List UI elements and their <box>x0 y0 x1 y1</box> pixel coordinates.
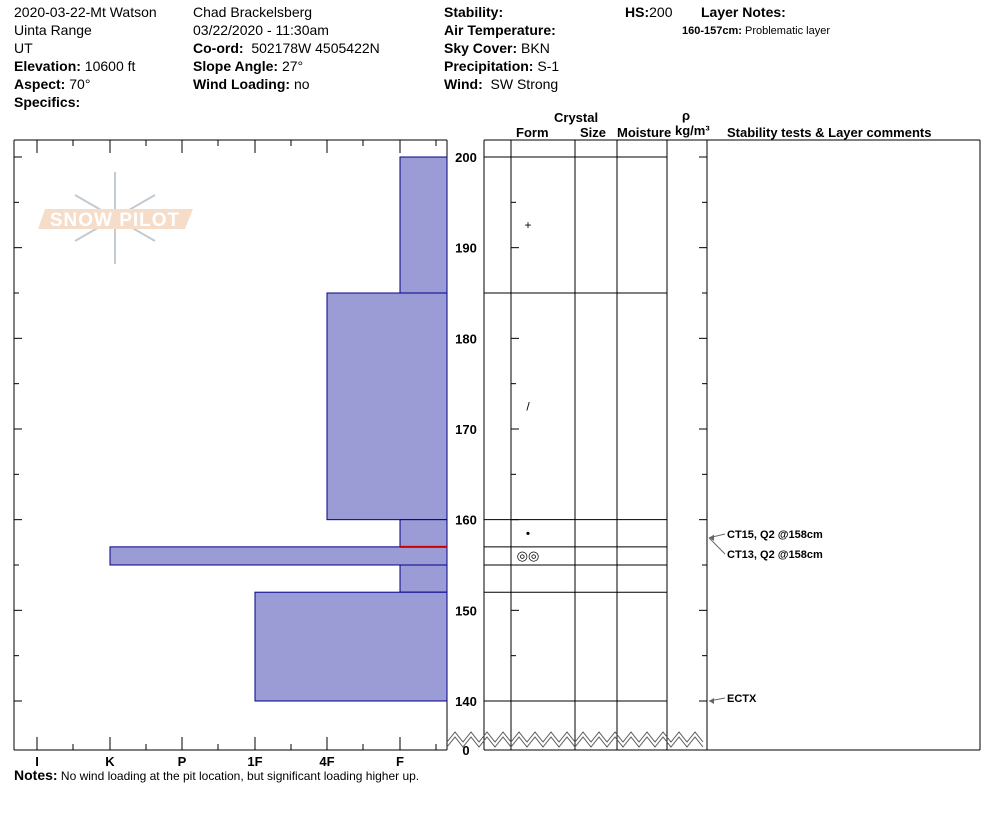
precip: S-1 <box>537 58 560 74</box>
stability-test-label: CT15, Q2 @158cm <box>727 529 823 541</box>
grain-form-symbol: / <box>526 399 530 413</box>
arrow-head-icon <box>709 698 714 704</box>
y-tick-label: 0 <box>462 743 469 758</box>
slope-label: Slope Angle: <box>193 58 279 74</box>
hardness-bar <box>399 156 448 294</box>
layer-note-range: 160-157cm: <box>682 25 742 37</box>
col-comments: Stability tests & Layer comments <box>727 125 932 140</box>
stability-test-label: ECTX <box>727 693 757 705</box>
state: UT <box>14 40 33 56</box>
wind-label: Wind: <box>444 76 483 92</box>
col-form: Form <box>516 125 549 140</box>
aspect-label: Aspect: <box>14 76 66 92</box>
specifics-label: Specifics: <box>14 94 81 110</box>
x-tick-label: P <box>178 754 187 769</box>
col-density: kg/m³ <box>675 123 710 138</box>
hardness-bar <box>326 292 448 521</box>
axis-break-zigzag <box>446 736 704 748</box>
x-tick-label: F <box>396 754 404 769</box>
sky: BKN <box>521 40 550 56</box>
y-tick-label: 190 <box>455 241 477 256</box>
grain-form-symbol: + <box>524 218 531 232</box>
test-pointer-arrow <box>708 537 726 555</box>
observer: Chad Brackelsberg <box>193 4 313 20</box>
elevation-label: Elevation: <box>14 58 81 74</box>
pit-name: 2020-03-22-Mt Watson <box>14 4 157 20</box>
grain-form-symbol: ◎◎ <box>517 548 540 563</box>
y-tick-label: 180 <box>455 331 477 346</box>
y-tick-label: 160 <box>455 513 477 528</box>
notes-label: Notes: <box>14 767 58 783</box>
x-tick-label: I <box>35 754 39 769</box>
wind: SW Strong <box>490 76 559 92</box>
coord: 502178W 4505422N <box>251 40 380 56</box>
col-moisture: Moisture <box>617 125 672 140</box>
coord-label: Co-ord: <box>193 40 244 56</box>
hs: 200 <box>649 4 673 20</box>
y-tick-label: 150 <box>455 603 477 618</box>
col-size: Size <box>580 125 607 140</box>
svg-text:SNOW PILOT: SNOW PILOT <box>50 210 180 231</box>
slope: 27° <box>281 58 304 74</box>
datetime: 03/22/2020 - 11:30am <box>193 22 329 38</box>
col-rho: ρ <box>682 108 691 123</box>
stability-test-label: CT13, Q2 @158cm <box>727 549 823 561</box>
range: Uinta Range <box>14 22 92 38</box>
x-tick-label: 1F <box>247 754 262 769</box>
y-tick-label: 170 <box>455 422 477 437</box>
y-tick-label: 140 <box>455 694 477 709</box>
x-tick-label: 4F <box>319 754 334 769</box>
wind-loading-label: Wind Loading: <box>193 76 291 92</box>
snow-pilot-logo: SNOW PILOT <box>38 172 193 264</box>
hs-label: HS: <box>625 4 650 20</box>
y-tick-label: 200 <box>455 150 477 165</box>
grain-form-symbol: • <box>526 526 530 540</box>
notes: No wind loading at the pit location, but… <box>60 769 420 783</box>
hardness-bar <box>399 564 448 593</box>
layer-notes-label: Layer Notes: <box>701 4 786 20</box>
stability-label: Stability: <box>444 4 504 20</box>
air-temp-label: Air Temperature: <box>444 22 556 38</box>
sky-label: Sky Cover: <box>444 40 518 56</box>
layer-note-text: Problematic layer <box>745 25 830 37</box>
col-crystal: Crystal <box>554 110 599 125</box>
hardness-bar <box>399 519 448 548</box>
arrow-head-icon <box>709 534 714 541</box>
axis-break-zigzag <box>446 731 704 743</box>
hardness-bar <box>254 591 448 702</box>
elevation: 10600 ft <box>84 58 136 74</box>
precip-label: Precipitation: <box>444 58 534 74</box>
wind-loading: no <box>293 76 310 92</box>
aspect: 70° <box>69 76 91 92</box>
x-tick-label: K <box>105 754 115 769</box>
hardness-bar <box>109 546 448 566</box>
